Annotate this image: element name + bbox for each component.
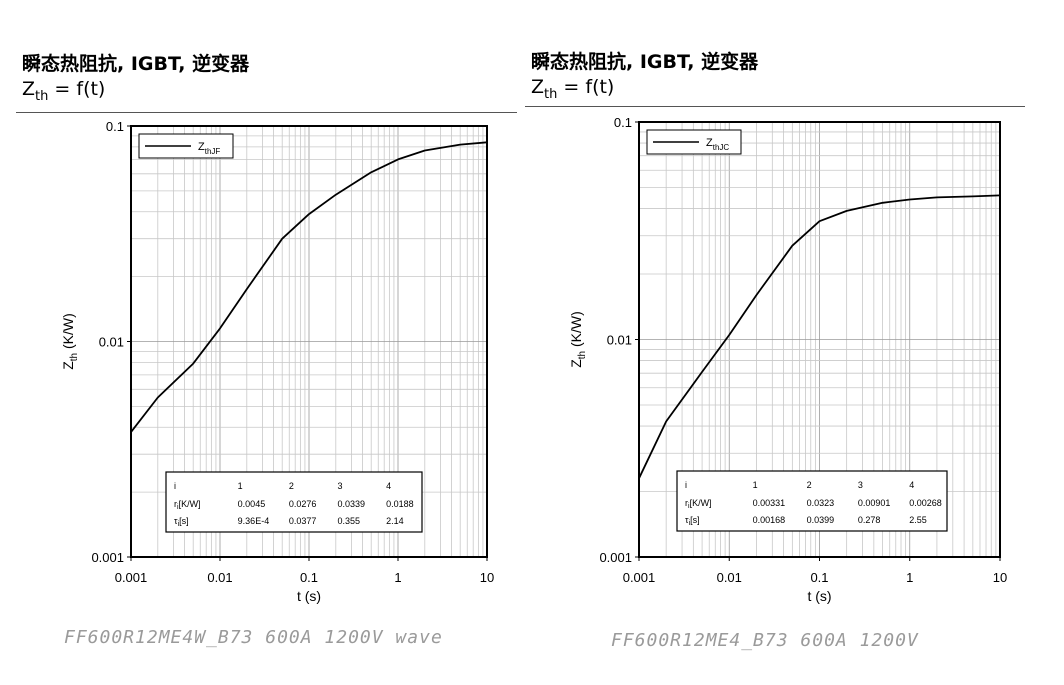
- y-tick-label: 0.1: [106, 119, 124, 134]
- x-tick-label: 0.001: [623, 570, 656, 585]
- table-cell: 0.0276: [289, 499, 317, 509]
- x-tick-label: 10: [993, 570, 1007, 585]
- table-row-label: τi[s]: [174, 516, 189, 528]
- series-line: [130, 141, 488, 433]
- table-cell: 9.36E-4: [238, 516, 270, 526]
- chart-2: 0.001 0.01 0.1 1 10 0.001 0.01 0.1 t (s) Zth (K/W…: [568, 115, 1007, 604]
- legend-label: ZthJC: [706, 137, 729, 152]
- table-header-cell: 3: [338, 481, 343, 491]
- panel-2-subtitle: Zth = f(t): [531, 76, 615, 102]
- table-row-label-sub: i: [689, 520, 691, 527]
- table-row-label-main: r: [174, 499, 177, 509]
- legend-label-main: Z: [198, 141, 205, 153]
- table-row-label-sub: i: [178, 521, 180, 528]
- y-tick-label: 0.1: [614, 115, 632, 130]
- table-header-cell: 2: [289, 481, 294, 491]
- table-cell: 0.00901: [858, 498, 891, 508]
- table-cell: 0.0045: [238, 499, 266, 509]
- y-tick-label: 0.001: [91, 550, 124, 565]
- x-tick-label: 0.01: [207, 570, 232, 585]
- y-axis-label-rest: (K/W): [568, 311, 584, 351]
- x-axis-label: t (s): [297, 588, 321, 604]
- legend: ZthJC: [646, 129, 742, 155]
- table-row-label-main: τ: [174, 516, 178, 526]
- legend-label-sub: thJF: [205, 147, 221, 156]
- table-cell: 0.00168: [753, 515, 786, 525]
- table-row-label-main: r: [685, 498, 688, 508]
- panel-2-divider: [525, 106, 1025, 107]
- table-header-cell: 4: [386, 481, 391, 491]
- legend: ZthJF: [138, 133, 234, 159]
- table-cell: 0.0323: [807, 498, 835, 508]
- y-axis-label-sub: th: [577, 351, 588, 359]
- y-axis-label-rest: (K/W): [60, 313, 76, 353]
- panel-1-caption: FF600R12ME4W_B73 600A 1200V wave: [64, 627, 443, 648]
- table-cell: 0.00268: [909, 498, 942, 508]
- table-row-label: ri[K/W]: [174, 499, 201, 511]
- table-row-label-sub: i: [177, 504, 179, 511]
- param-table: i 1 2 3 4ri[K/W] 0.0045 0.0276 0.0339 0.0188τi[s…: [165, 471, 423, 533]
- param-table-box: [165, 471, 423, 533]
- legend-label: ZthJF: [198, 141, 220, 156]
- legend-label-main: Z: [706, 137, 713, 149]
- table-header-cell: 2: [807, 480, 812, 490]
- x-tick-label: 0.01: [717, 570, 742, 585]
- y-axis-label-main: Z: [568, 359, 584, 368]
- table-header-cell: 3: [858, 480, 863, 490]
- table-row-label-main: τ: [685, 515, 689, 525]
- table-cell: 2.14: [386, 516, 404, 526]
- table-cell: 0.0399: [807, 515, 835, 525]
- table-cell: 0.0377: [289, 516, 317, 526]
- y-axis-label: Zth (K/W): [568, 311, 588, 368]
- table-row-label-sub: i: [688, 503, 690, 510]
- table-header-cell: 4: [909, 480, 914, 490]
- table-header-cell: i: [685, 480, 687, 490]
- table-row-label: ri[K/W]: [685, 498, 712, 510]
- table-cell: 2.55: [909, 515, 927, 525]
- x-tick-label: 10: [480, 570, 494, 585]
- x-tick-label: 1: [394, 570, 401, 585]
- table-row-label-rest: [s]: [179, 516, 189, 526]
- table-cell: 0.278: [858, 515, 881, 525]
- panel-1-title: 瞬态热阻抗, IGBT, 逆变器: [22, 53, 250, 75]
- x-axis-label: t (s): [807, 588, 831, 604]
- panel-2-title: 瞬态热阻抗, IGBT, 逆变器: [531, 51, 759, 73]
- y-tick-label: 0.01: [99, 335, 124, 350]
- series-line: [638, 194, 1001, 479]
- table-row-label-rest: [s]: [690, 515, 700, 525]
- table-header-cell: 1: [753, 480, 758, 490]
- y-axis-label: Zth (K/W): [60, 313, 80, 370]
- x-tick-label: 1: [906, 570, 913, 585]
- table-row-label-rest: [K/W]: [179, 499, 201, 509]
- panel-1-subtitle: Zth = f(t): [22, 78, 106, 104]
- table-cell: 0.0339: [338, 499, 366, 509]
- table-header-cell: i: [174, 481, 176, 491]
- table-row-label-rest: [K/W]: [690, 498, 712, 508]
- panel-2-caption: FF600R12ME4_B73 600A 1200V: [611, 630, 919, 651]
- y-tick-label: 0.001: [599, 550, 632, 565]
- x-tick-label: 0.1: [810, 570, 828, 585]
- panel-1-divider: [16, 112, 517, 113]
- x-tick-label: 0.1: [300, 570, 318, 585]
- y-axis-label-main: Z: [60, 361, 76, 370]
- table-cell: 0.355: [338, 516, 361, 526]
- chart-1: 0.001 0.01 0.1 1 10 0.001 0.01 0.1 t (s) Zth (K/W…: [60, 119, 494, 604]
- param-table-box: [676, 470, 948, 532]
- param-table: i 1 2 3 4ri[K/W] 0.00331 0.0323 0.00901 0.00268τ…: [676, 470, 948, 532]
- table-row-label: τi[s]: [685, 515, 700, 527]
- y-axis-label-sub: th: [69, 353, 80, 361]
- x-tick-label: 0.001: [115, 570, 148, 585]
- table-cell: 0.0188: [386, 499, 414, 509]
- y-tick-label: 0.01: [607, 333, 632, 348]
- table-header-cell: 1: [238, 481, 243, 491]
- table-cell: 0.00331: [753, 498, 786, 508]
- legend-label-sub: thJC: [713, 143, 730, 152]
